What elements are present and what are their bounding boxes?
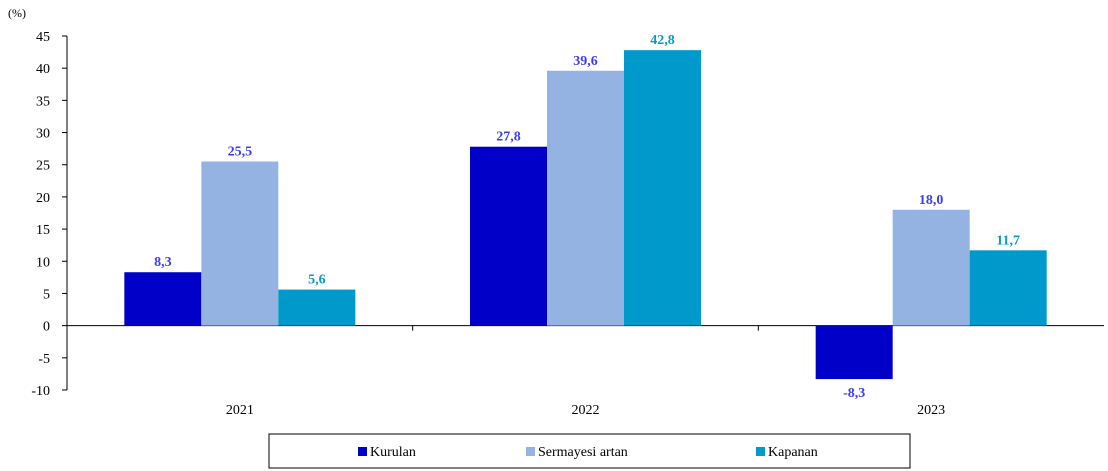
- y-tick-label: 5: [43, 287, 50, 302]
- bars: [124, 50, 1047, 380]
- bar: [278, 289, 356, 326]
- data-label: 27,8: [496, 130, 521, 145]
- bar: [624, 50, 701, 326]
- data-labels: 8,3 25,5 5,6 27,8 39,6 42,8 -8,3 18,0 11,7: [154, 33, 1020, 401]
- y-tick-label: 45: [36, 30, 50, 45]
- data-label: -8,3: [843, 386, 865, 401]
- y-tick-label: 30: [36, 127, 50, 142]
- y-tick-label: 20: [36, 191, 50, 206]
- bar: [892, 209, 970, 326]
- bar: [201, 161, 279, 326]
- x-tick-labels: 2021 2022 2023: [226, 403, 945, 418]
- y-tick-label: 40: [36, 62, 50, 77]
- bar: [124, 272, 202, 326]
- y-tick-label: 10: [36, 255, 50, 270]
- legend-box: [268, 433, 911, 469]
- y-axis: 45 40 35 30 25 20 15 10 5 0 -5 -10: [31, 30, 68, 399]
- legend-label: Sermayesi artan: [538, 445, 628, 460]
- bar: [815, 325, 893, 380]
- y-tick-label: 15: [36, 223, 50, 238]
- data-label: 42,8: [650, 33, 675, 48]
- data-label: 11,7: [996, 233, 1020, 248]
- data-label: 25,5: [228, 145, 253, 160]
- bar: [470, 146, 547, 326]
- legend-label: Kurulan: [370, 445, 416, 460]
- legend: Kurulan Sermayesi artan Kapanan: [268, 433, 911, 469]
- y-tick-label: 25: [36, 159, 50, 174]
- legend-swatch: [526, 447, 535, 456]
- y-unit-label: (%): [8, 6, 26, 20]
- bar: [969, 250, 1047, 326]
- legend-label: Kapanan: [768, 445, 818, 460]
- bar: [547, 70, 624, 326]
- data-label: 39,6: [573, 54, 598, 69]
- data-label: 8,3: [154, 255, 172, 270]
- y-tick-label: -10: [31, 384, 50, 399]
- legend-swatch: [358, 447, 367, 456]
- y-tick-label: 35: [36, 94, 50, 109]
- y-tick-label: 0: [43, 320, 50, 335]
- y-tick-label: -5: [38, 352, 50, 367]
- data-label: 18,0: [919, 193, 944, 208]
- x-axis: [67, 325, 1104, 331]
- data-label: 5,6: [308, 273, 326, 288]
- legend-swatch: [756, 447, 765, 456]
- x-tick-label: 2021: [226, 403, 254, 418]
- x-tick-label: 2022: [572, 403, 600, 418]
- x-tick-label: 2023: [917, 403, 945, 418]
